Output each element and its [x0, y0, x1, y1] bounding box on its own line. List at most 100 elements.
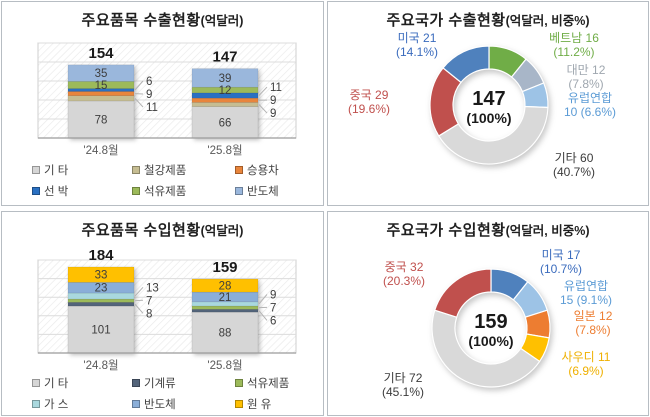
bar-segment — [67, 100, 135, 139]
category-label: '25.8월 — [207, 359, 242, 372]
bar-total-label: 154 — [88, 45, 114, 62]
bar-segment — [191, 102, 259, 107]
callout-value-label: 13 — [146, 282, 159, 294]
legend-item: 기 타 — [32, 162, 132, 178]
donut-label-line2: (7.8%) — [575, 322, 611, 337]
legend-item: 가 스 — [32, 396, 132, 412]
panel-title-unit: (억달러, 비중%) — [505, 224, 590, 238]
callout-value-label: 11 — [146, 102, 158, 114]
export-countries-donut-chart — [429, 45, 549, 165]
donut-label-line2: (7.8%) — [568, 76, 604, 91]
bar-total-label: 147 — [212, 49, 237, 66]
donut-center-value: 159 — [474, 311, 508, 333]
legend-swatch — [235, 166, 243, 174]
donut-label-line1: 사우디 11 — [561, 350, 611, 364]
bar-segment — [191, 68, 259, 88]
legend-item: 승용차 — [235, 162, 321, 178]
category-label: '24.8월 — [83, 359, 118, 372]
donut-label-saudi: 사우디 11 (6.9%) — [561, 350, 611, 378]
category-label: '24.8월 — [83, 144, 118, 157]
segment-value-label: 88 — [219, 328, 232, 340]
legend-swatch — [132, 187, 140, 195]
segment-value-label: 35 — [95, 68, 108, 80]
segment-value-label: 21 — [219, 292, 232, 304]
donut-label-line1: 일본 12 — [573, 309, 613, 323]
donut-label-vietnam: 베트남 16 (11.2%) — [549, 31, 599, 59]
legend-label: 승용차 — [247, 165, 279, 177]
legend-label: 기 타 — [44, 378, 69, 390]
bar-total-label: 159 — [212, 259, 237, 276]
legend-label: 반도체 — [247, 186, 279, 198]
legend-item: 선 박 — [32, 183, 132, 199]
callout-value-label: 9 — [270, 289, 276, 301]
donut-label-line2: (19.6%) — [347, 101, 391, 116]
donut-center-total: 159 (100%) — [468, 311, 513, 349]
donut-label-line1: 기타 60 — [554, 151, 594, 165]
bar-segment — [67, 91, 135, 96]
callout-leader-line — [258, 294, 268, 305]
panel-export-items: 주요품목 수출현황(억달러) 78 15 35 6 9 11 154'24.8월 66 12 39… — [1, 1, 324, 206]
panel-title: 주요품목 수입현황(억달러) — [2, 219, 323, 240]
callout-value-label: 9 — [146, 89, 152, 101]
legend-swatch — [132, 379, 140, 387]
legend-swatch — [132, 400, 140, 408]
donut-label-line2: (14.1%) — [395, 44, 439, 59]
legend-label: 철강제품 — [144, 165, 187, 177]
panel-title-unit: (억달러) — [200, 14, 244, 28]
panel-title-text: 주요품목 수입현황 — [81, 222, 201, 239]
donut-label-usa: 미국 17 (10.7%) — [539, 248, 583, 276]
donut-slice — [431, 309, 541, 388]
legend-swatch — [235, 187, 243, 195]
legend-label: 반도체 — [144, 399, 176, 411]
panel-title-unit: (억달러, 비중%) — [505, 14, 590, 28]
bar-segment — [67, 302, 135, 307]
bar-total-label: 184 — [88, 247, 114, 264]
bar-segment — [67, 64, 135, 82]
legend-swatch — [235, 379, 243, 387]
legend-item: 반도체 — [235, 183, 321, 199]
donut-label-line2: (20.3%) — [382, 273, 426, 288]
donut-label-line2: (11.2%) — [553, 44, 595, 59]
legend-label: 원 유 — [247, 399, 272, 411]
bar-segment — [67, 305, 135, 354]
callout-value-label: 7 — [270, 302, 276, 314]
export-items-legend: 기 타 철강제품 승용차 선 박 석유제품 반도체 — [32, 162, 321, 199]
panel-title-text: 주요품목 수출현황 — [81, 12, 201, 29]
panel-title: 주요국가 수출현황(억달러, 비중%) — [328, 9, 648, 30]
donut-label-line2: (6.9%) — [568, 363, 604, 378]
callout-leader-line — [258, 310, 268, 321]
callout-leader-line — [258, 104, 268, 114]
donut-label-japan: 일본 12 (7.8%) — [573, 309, 613, 337]
donut-label-line1: 미국 17 — [541, 248, 581, 262]
legend-item: 철강제품 — [132, 162, 235, 178]
donut-label-line2: (45.1%) — [381, 384, 425, 399]
segment-value-label: 66 — [219, 117, 232, 129]
donut-label-line2: (10.7%) — [539, 261, 583, 276]
panel-title: 주요품목 수출현황(억달러) — [2, 9, 323, 30]
legend-label: 기계류 — [144, 378, 176, 390]
donut-center-pct: (100%) — [468, 333, 514, 349]
bar-segment — [191, 305, 259, 310]
callout-leader-line — [134, 80, 144, 91]
segment-value-label: 23 — [95, 283, 108, 295]
legend-item: 기 타 — [32, 375, 132, 391]
donut-center-pct: (100%) — [466, 110, 512, 126]
donut-label-line2: (40.7%) — [552, 164, 596, 179]
segment-value-label: 12 — [219, 85, 232, 97]
bars-group — [67, 266, 259, 354]
legend-item: 반도체 — [132, 396, 235, 412]
donut-label-line1: 유럽연합 — [563, 279, 609, 293]
segment-value-label: 15 — [95, 80, 108, 92]
legend-swatch — [132, 166, 140, 174]
bar-segment — [191, 311, 259, 354]
legend-label: 석유제품 — [247, 378, 290, 390]
donut-label-china: 중국 29 (19.6%) — [347, 88, 391, 116]
legend-swatch — [32, 166, 40, 174]
bar-segment — [67, 266, 135, 283]
donut-label-line2: 15 (9.1%) — [559, 292, 613, 307]
